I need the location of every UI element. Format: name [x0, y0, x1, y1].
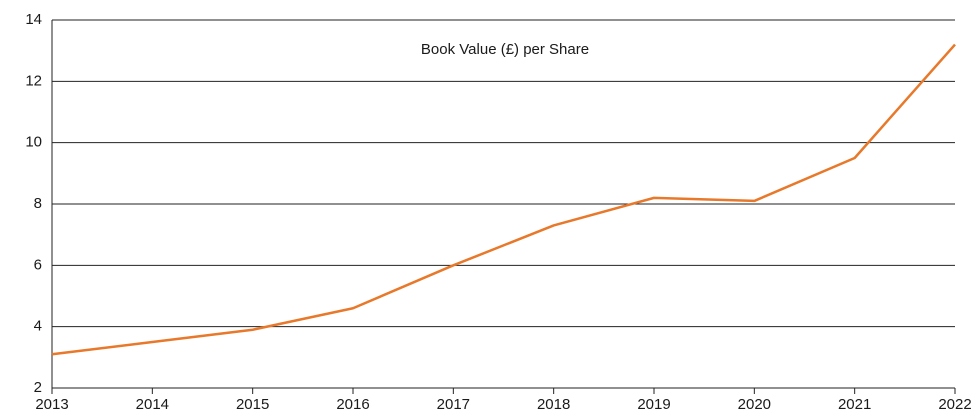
x-tick-label: 2016	[336, 396, 369, 413]
x-tick-label: 2019	[637, 396, 670, 413]
data-line	[51, 43, 956, 356]
y-tick-label: 4	[34, 318, 42, 335]
x-tick-label: 2020	[738, 396, 771, 413]
x-tick-label: 2022	[938, 396, 971, 413]
chart-title: Book Value (£) per Share	[421, 41, 589, 58]
y-tick-label: 2	[34, 379, 42, 396]
x-tick-label: 2018	[537, 396, 570, 413]
y-tick-label: 10	[25, 134, 42, 151]
x-tick-label: 2013	[35, 396, 68, 413]
y-tick-label: 14	[25, 11, 42, 28]
y-tick-label: 6	[34, 256, 42, 273]
x-tick-label: 2015	[236, 396, 269, 413]
y-tick-label: 12	[25, 72, 42, 89]
x-tick-label: 2014	[136, 396, 169, 413]
x-tick-label: 2021	[838, 396, 871, 413]
x-tick-label: 2017	[437, 396, 470, 413]
y-tick-label: 8	[34, 195, 42, 212]
